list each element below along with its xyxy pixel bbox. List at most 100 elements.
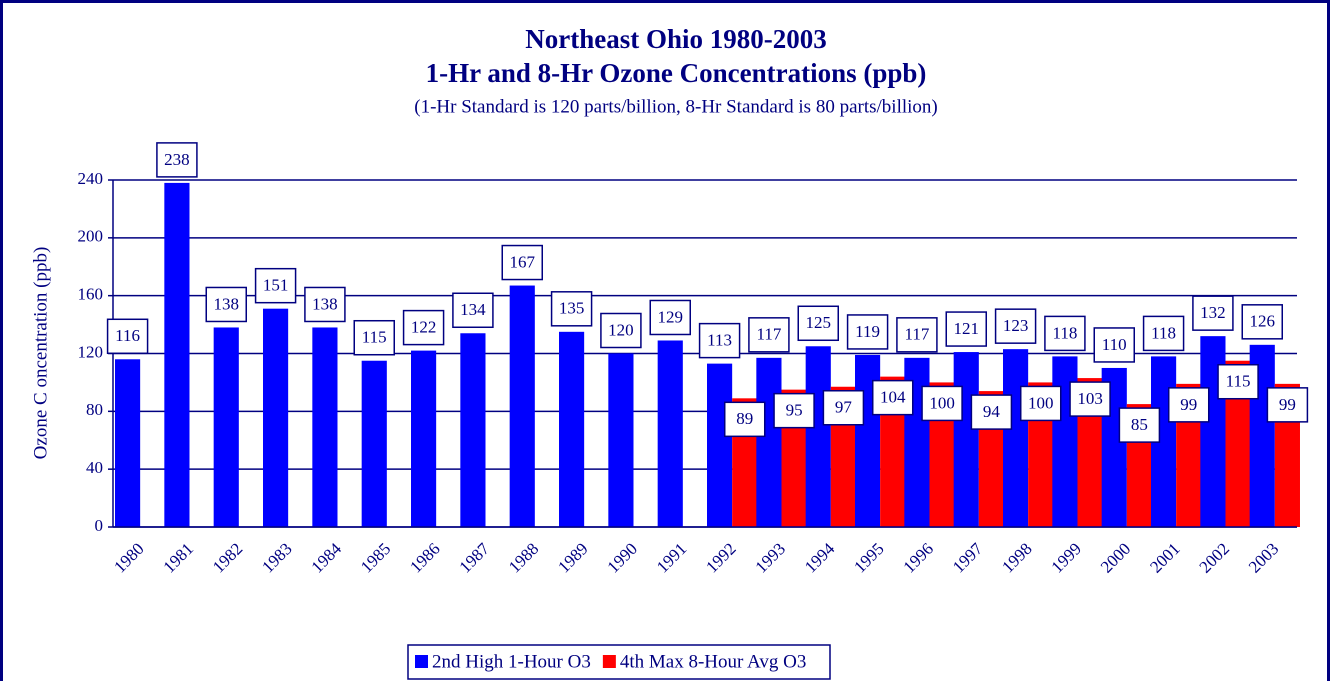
y-tick-label: 160 bbox=[78, 285, 104, 304]
value-label-box bbox=[649, 299, 691, 336]
legend-swatch bbox=[415, 655, 428, 668]
bar bbox=[411, 350, 437, 527]
value-label: 120 bbox=[608, 320, 634, 339]
value-label: 151 bbox=[263, 276, 289, 295]
chart-note: (1-Hr Standard is 120 parts/billion, 8-H… bbox=[414, 96, 937, 117]
value-label-box bbox=[797, 305, 839, 342]
value-label: 115 bbox=[1226, 372, 1251, 391]
legend-label: 4th Max 8-Hour Avg O3 bbox=[620, 651, 806, 672]
legend-swatch bbox=[602, 655, 616, 668]
value-label-box bbox=[1142, 315, 1185, 352]
y-tick-label: 120 bbox=[78, 342, 104, 361]
legend-box bbox=[407, 644, 831, 680]
bar bbox=[164, 182, 190, 527]
value-label-box bbox=[773, 392, 815, 429]
value-label: 118 bbox=[1052, 323, 1077, 342]
value-label-box bbox=[353, 319, 395, 356]
value-label-box bbox=[1266, 387, 1309, 423]
value-label-box bbox=[970, 394, 1013, 430]
value-label-box bbox=[1069, 381, 1111, 417]
value-label: 113 bbox=[707, 331, 732, 350]
y-tick-label: 0 bbox=[95, 516, 104, 535]
y-tick-label: 240 bbox=[78, 169, 104, 188]
value-label: 134 bbox=[460, 300, 486, 319]
value-label: 117 bbox=[904, 325, 929, 344]
value-label-box bbox=[1019, 385, 1062, 422]
bar bbox=[608, 353, 634, 527]
value-label: 118 bbox=[1151, 323, 1176, 342]
value-label: 97 bbox=[835, 398, 853, 417]
value-label-box bbox=[452, 292, 494, 329]
value-label: 115 bbox=[362, 328, 387, 347]
value-label: 117 bbox=[756, 325, 781, 344]
bar bbox=[509, 285, 535, 527]
legend: 2nd High 1-Hour O3 4th Max 8-Hour Avg O3 bbox=[407, 644, 831, 680]
value-label: 119 bbox=[855, 322, 880, 341]
value-label-box bbox=[1044, 315, 1086, 352]
bar bbox=[213, 327, 239, 527]
bar bbox=[115, 359, 141, 527]
value-label: 132 bbox=[1200, 303, 1226, 322]
value-label: 104 bbox=[880, 388, 906, 407]
value-label-box bbox=[254, 267, 297, 304]
value-label: 123 bbox=[1003, 316, 1029, 335]
value-label-box bbox=[1192, 295, 1234, 331]
value-label-box bbox=[822, 390, 865, 426]
value-label-box bbox=[402, 309, 445, 346]
value-label: 103 bbox=[1077, 389, 1103, 408]
value-label-box bbox=[896, 317, 938, 353]
value-label: 85 bbox=[1131, 415, 1148, 434]
value-label-box bbox=[205, 286, 247, 323]
value-label: 167 bbox=[509, 252, 535, 271]
value-label: 100 bbox=[929, 393, 955, 412]
bar bbox=[1003, 349, 1029, 527]
value-label: 100 bbox=[1028, 393, 1054, 412]
bar bbox=[559, 331, 585, 527]
bar bbox=[756, 357, 782, 527]
value-label: 110 bbox=[1102, 335, 1127, 354]
y-tick-label: 80 bbox=[86, 400, 103, 419]
value-label-box bbox=[1093, 327, 1135, 363]
value-label: 129 bbox=[657, 307, 683, 326]
bar bbox=[312, 327, 338, 527]
bar bbox=[805, 346, 831, 527]
y-tick-label: 40 bbox=[86, 458, 103, 477]
value-label: 121 bbox=[953, 319, 979, 338]
value-label-box bbox=[871, 379, 914, 416]
value-label-box bbox=[846, 314, 889, 350]
value-label: 99 bbox=[1279, 395, 1296, 414]
value-label-box bbox=[501, 244, 543, 281]
value-label: 99 bbox=[1180, 395, 1197, 414]
bar bbox=[707, 363, 733, 527]
value-label-box bbox=[945, 311, 987, 347]
value-label-box bbox=[600, 312, 642, 349]
value-label-box bbox=[106, 318, 149, 355]
bar bbox=[657, 340, 683, 527]
value-label: 135 bbox=[559, 299, 585, 318]
value-label: 95 bbox=[786, 401, 803, 420]
value-label: 94 bbox=[983, 402, 1001, 421]
value-label-box bbox=[1217, 363, 1259, 400]
y-axis-label: Ozone C oncentration (ppb) bbox=[30, 247, 51, 460]
value-label-box bbox=[1118, 407, 1161, 443]
bar bbox=[460, 333, 486, 527]
legend-label: 2nd High 1-Hour O3 bbox=[432, 651, 591, 672]
value-label: 116 bbox=[115, 326, 140, 345]
value-label-box bbox=[994, 308, 1037, 344]
value-label: 238 bbox=[164, 150, 190, 169]
value-label-box bbox=[1167, 387, 1210, 423]
bar bbox=[953, 352, 979, 527]
value-label-box bbox=[156, 142, 198, 178]
value-label-box bbox=[304, 286, 346, 323]
value-label: 138 bbox=[312, 294, 338, 313]
bar bbox=[263, 308, 289, 527]
value-label: 122 bbox=[411, 318, 437, 337]
value-label-box bbox=[1241, 304, 1283, 340]
value-label: 89 bbox=[736, 409, 753, 428]
value-label: 126 bbox=[1249, 312, 1275, 331]
value-label-box bbox=[748, 317, 790, 353]
chart-subtitle: 1-Hr and 8-Hr Ozone Concentrations (ppb) bbox=[426, 58, 927, 88]
value-label-box bbox=[698, 322, 741, 359]
value-label: 138 bbox=[213, 294, 239, 313]
